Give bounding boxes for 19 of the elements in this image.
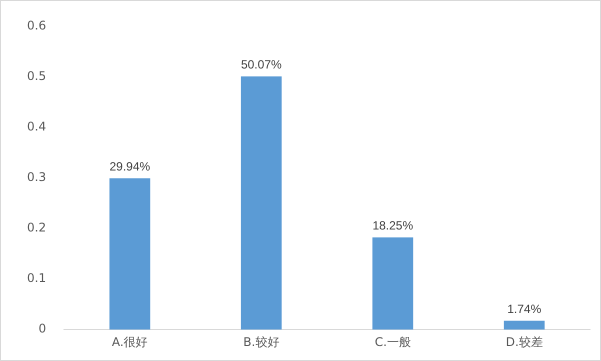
data-label: 29.94%: [109, 160, 150, 174]
bar: [372, 237, 414, 330]
data-label: 18.25%: [372, 218, 414, 233]
bar: [504, 320, 545, 330]
data-label: 50.07%: [240, 58, 282, 72]
bar: [109, 178, 150, 330]
y-tick-label: 0.3: [26, 170, 46, 184]
data-label: 1.74%: [507, 302, 542, 316]
x-tick-label: C.一般: [374, 334, 411, 349]
x-tick-label: A.很好: [112, 334, 148, 349]
bar: [240, 76, 282, 330]
y-tick-label: 0.5: [26, 68, 46, 83]
y-tick-label: 0: [38, 322, 46, 336]
x-tick-label: D.较差: [506, 334, 543, 349]
y-tick-label: 0.4: [26, 119, 46, 134]
y-tick-label: 0.1: [26, 271, 46, 286]
y-tick-label: 0.2: [26, 220, 46, 235]
x-tick-label: B.较好: [243, 334, 280, 349]
y-tick-label: 0.6: [26, 18, 46, 32]
